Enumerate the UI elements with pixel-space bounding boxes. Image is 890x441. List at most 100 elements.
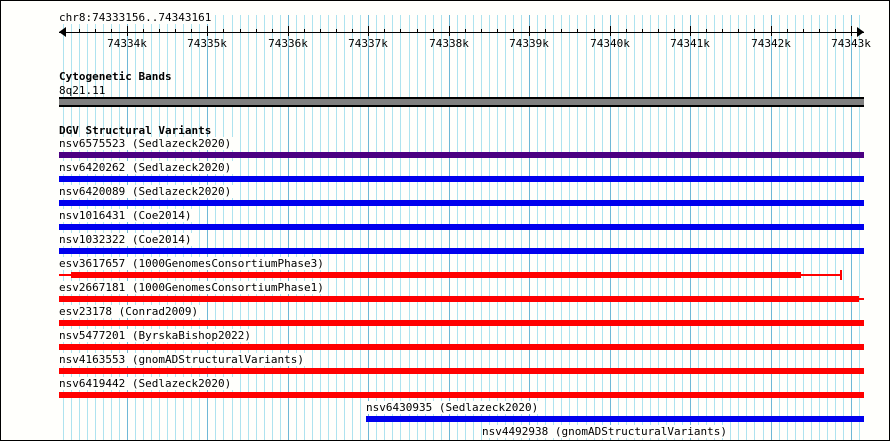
ruler-tick-minor: [561, 29, 562, 33]
ruler-tick-minor: [63, 29, 64, 33]
variant-track-label: nsv4492938 (gnomADStructuralVariants): [482, 425, 730, 438]
ruler-tick-major: [288, 26, 289, 36]
dgv-structural-variants-title: DGV Structural Variants: [59, 124, 212, 137]
cytoband-label: 8q21.11: [59, 84, 106, 97]
variant-bar[interactable]: [59, 176, 864, 182]
ruler-tick-minor: [223, 29, 224, 33]
locus-label: chr8:74333156..74343161: [59, 11, 214, 24]
ruler-tick-minor: [143, 29, 144, 33]
variant-track[interactable]: esv23178 (Conrad2009): [1, 305, 889, 329]
cytoband-bar[interactable]: [59, 97, 864, 107]
variant-track[interactable]: nsv5477201 (ByrskaBishop2022): [1, 329, 889, 353]
ruler-tick-minor: [787, 29, 788, 33]
variant-track[interactable]: nsv6575523 (Sedlazeck2020): [1, 137, 889, 161]
ruler-tick-minor: [674, 29, 675, 33]
ruler-tick-minor: [481, 29, 482, 33]
ruler-tick-major: [449, 26, 450, 36]
variant-track[interactable]: nsv6420089 (Sedlazeck2020): [1, 185, 889, 209]
ruler-tick-minor: [352, 29, 353, 33]
ruler-tick-major: [368, 26, 369, 36]
variant-bar[interactable]: [59, 368, 864, 374]
variant-track-label: nsv1016431 (Coe2014): [59, 209, 194, 222]
ruler-tick-minor: [722, 29, 723, 33]
variant-track[interactable]: nsv1032322 (Coe2014): [1, 233, 889, 257]
ruler-tick-minor: [513, 29, 514, 33]
variant-track[interactable]: nsv4492938 (gnomADStructuralVariants): [1, 425, 889, 440]
ruler-tick-label: 74341k: [670, 37, 710, 50]
ruler-tick-minor: [336, 29, 337, 33]
variant-track-label: nsv6430935 (Sedlazeck2020): [366, 401, 541, 414]
ruler-tick-minor: [111, 29, 112, 33]
variant-track[interactable]: nsv6419442 (Sedlazeck2020): [1, 377, 889, 401]
variant-track-label: nsv6420262 (Sedlazeck2020): [59, 161, 234, 174]
variant-track[interactable]: esv2667181 (1000GenomesConsortiumPhase1): [1, 281, 889, 305]
variant-track-label: nsv1032322 (Coe2014): [59, 233, 194, 246]
variant-track-label: nsv6575523 (Sedlazeck2020): [59, 137, 234, 150]
arrow-left-icon[interactable]: [59, 27, 66, 37]
variant-bar[interactable]: [59, 344, 864, 350]
ruler-tick-minor: [175, 29, 176, 33]
ruler-tick-minor: [417, 29, 418, 33]
coordinate-ruler[interactable]: chr8:74333156..74343161 74334k 74335k 7433…: [1, 1, 889, 53]
ruler-tick-minor: [320, 29, 321, 33]
ruler-tick-label: 74335k: [187, 37, 227, 50]
ruler-tick-minor: [400, 29, 401, 33]
ruler-tick-minor: [819, 29, 820, 33]
ruler-tick-minor: [577, 29, 578, 33]
ruler-tick-minor: [465, 29, 466, 33]
variant-track[interactable]: esv3617657 (1000GenomesConsortiumPhase3): [1, 257, 889, 281]
ruler-tick-minor: [754, 29, 755, 33]
ruler-tick-minor: [256, 29, 257, 33]
variant-bar[interactable]: [59, 152, 864, 158]
ruler-tick-label: 74338k: [429, 37, 469, 50]
ruler-tick-major: [610, 26, 611, 36]
ruler-tick-minor: [159, 29, 160, 33]
ruler-tick-label: 74334k: [107, 37, 147, 50]
variant-track-label: nsv6419442 (Sedlazeck2020): [59, 377, 234, 390]
variant-track-label: esv23178 (Conrad2009): [59, 305, 201, 318]
ruler-tick-label: 74342k: [751, 37, 791, 50]
variant-endcap: [840, 270, 842, 280]
variant-bar[interactable]: [59, 320, 864, 326]
ruler-tick-minor: [272, 29, 273, 33]
variant-track-label: nsv6420089 (Sedlazeck2020): [59, 185, 234, 198]
variant-track-label: esv3617657 (1000GenomesConsortiumPhase3): [59, 257, 326, 270]
variant-track[interactable]: nsv6430935 (Sedlazeck2020): [1, 401, 889, 425]
ruler-tick-minor: [738, 29, 739, 33]
ruler-tick-label: 74339k: [509, 37, 549, 50]
variant-bar[interactable]: [59, 296, 859, 302]
variant-bar[interactable]: [59, 224, 864, 230]
variant-track[interactable]: nsv6420262 (Sedlazeck2020): [1, 161, 889, 185]
ruler-tick-major: [529, 26, 530, 36]
ruler-tick-minor: [191, 29, 192, 33]
variant-track-label: nsv5477201 (ByrskaBishop2022): [59, 329, 254, 342]
variant-bar[interactable]: [366, 416, 864, 422]
variant-bar[interactable]: [59, 392, 864, 398]
arrow-right-icon[interactable]: [857, 27, 864, 37]
ruler-tick-minor: [384, 29, 385, 33]
ruler-tick-major: [851, 26, 852, 36]
ruler-tick-minor: [95, 29, 96, 33]
ruler-tick-minor: [304, 29, 305, 33]
ruler-tick-minor: [835, 29, 836, 33]
variant-track[interactable]: nsv4163553 (gnomADStructuralVariants): [1, 353, 889, 377]
ruler-tick-minor: [803, 29, 804, 33]
ruler-tick-label: 74343k: [831, 37, 871, 50]
variant-track-label: nsv4163553 (gnomADStructuralVariants): [59, 353, 307, 366]
ruler-tick-minor: [79, 29, 80, 33]
ruler-tick-minor: [497, 29, 498, 33]
variant-bar[interactable]: [71, 272, 801, 278]
axis-line: [59, 32, 864, 33]
variant-bar[interactable]: [59, 248, 864, 254]
ruler-tick-minor: [240, 29, 241, 33]
ruler-tick-minor: [706, 29, 707, 33]
ruler-tick-label: 74336k: [268, 37, 308, 50]
ruler-tick-minor: [642, 29, 643, 33]
ruler-tick-minor: [626, 29, 627, 33]
ruler-tick-minor: [658, 29, 659, 33]
variant-track[interactable]: nsv1016431 (Coe2014): [1, 209, 889, 233]
variant-track-label: esv2667181 (1000GenomesConsortiumPhase1): [59, 281, 326, 294]
ruler-tick-major: [690, 26, 691, 36]
variant-bar[interactable]: [59, 200, 864, 206]
